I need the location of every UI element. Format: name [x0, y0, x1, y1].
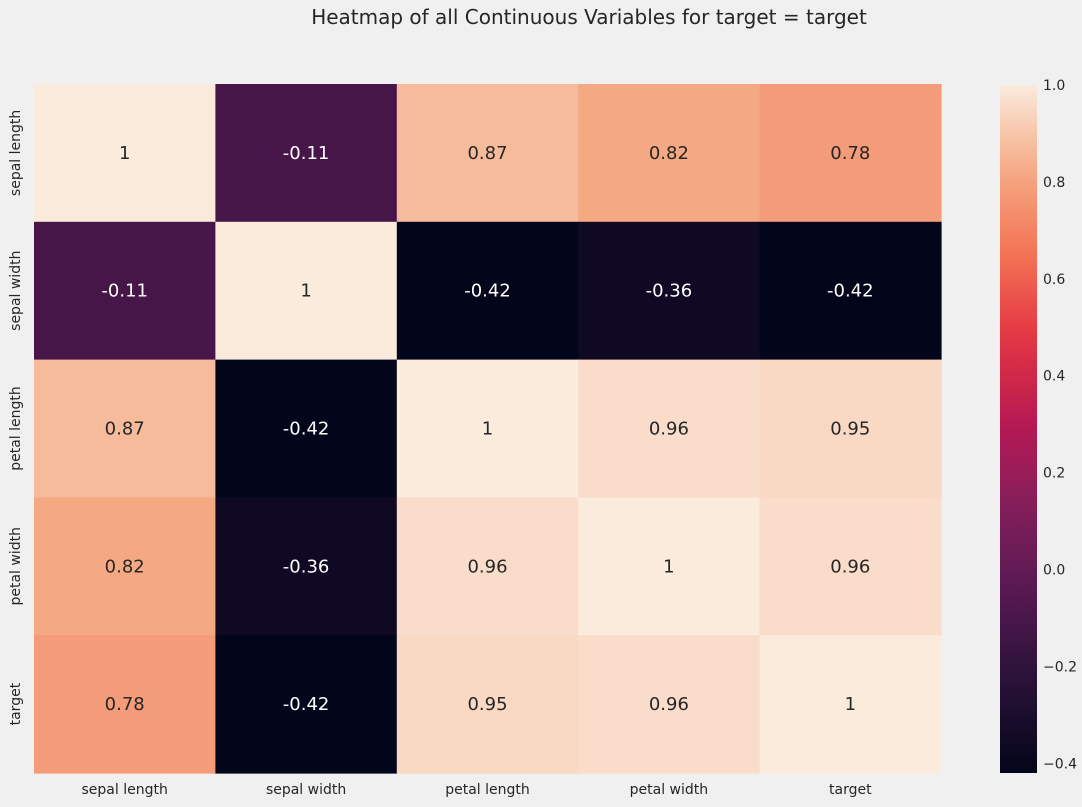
- heatmap-annotations: 1 -0.11 0.87 0.82 0.78 -0.11 1 -0.42 -0.36 -0.42 0…: [101, 143, 873, 715]
- heatmap-cell: [396, 84, 579, 223]
- cell-annotation: 1: [119, 143, 130, 164]
- cell-annotation: -0.11: [283, 143, 330, 164]
- heatmap-cell: [34, 497, 216, 636]
- heatmap-cell: [215, 84, 398, 223]
- x-axis-tick-labels: sepal length sepal width petal length petal…: [82, 782, 873, 798]
- heatmap-cell: [34, 359, 216, 498]
- cell-annotation: -0.36: [646, 281, 693, 302]
- cell-annotation: 0.96: [467, 556, 507, 577]
- y-tick-label: sepal length: [8, 110, 24, 196]
- colorbar-tick-label: 0.8: [1043, 175, 1065, 191]
- colorbar: [1000, 85, 1037, 773]
- heatmap-cell: [396, 359, 579, 498]
- cell-annotation: -0.42: [283, 419, 330, 440]
- x-tick-label: petal length: [445, 782, 530, 798]
- colorbar-tick-labels: −0.4 −0.2 0.0 0.2 0.4 0.6 0.8 1.0: [1043, 78, 1077, 772]
- cell-annotation: 0.82: [105, 556, 145, 577]
- cell-annotation: 1: [663, 556, 674, 577]
- heatmap-cell: [578, 635, 761, 774]
- cell-annotation: 1: [845, 694, 856, 715]
- heatmap-cell: [578, 84, 761, 223]
- heatmap-cell: [578, 497, 761, 636]
- heatmap-cell: [578, 359, 761, 498]
- y-tick-label: petal width: [8, 527, 24, 606]
- heatmap-cell: [34, 221, 216, 361]
- chart-title: Heatmap of all Continuous Variables for …: [311, 5, 867, 29]
- heatmap-cell: [396, 221, 579, 361]
- heatmap-cell: [34, 84, 216, 223]
- cell-annotation: 0.96: [649, 694, 689, 715]
- heatmap-cell: [578, 221, 761, 361]
- cell-annotation: -0.36: [283, 556, 330, 577]
- colorbar-tick-label: 1.0: [1043, 78, 1065, 94]
- cell-annotation: 0.78: [105, 694, 145, 715]
- cell-annotation: 0.82: [649, 143, 689, 164]
- y-axis-tick-labels: sepal length sepal width petal length petal…: [8, 110, 24, 726]
- heatmap-cell: [759, 359, 942, 498]
- colorbar-tick-label: 0.0: [1043, 563, 1065, 579]
- cell-annotation: 0.96: [649, 419, 689, 440]
- x-tick-label: target: [829, 782, 872, 798]
- heatmap-cell: [759, 635, 942, 774]
- heatmap-cell: [215, 497, 398, 636]
- x-tick-label: sepal width: [266, 782, 346, 798]
- cell-annotation: 0.87: [467, 143, 507, 164]
- colorbar-tick-label: −0.4: [1043, 756, 1077, 772]
- cell-annotation: 1: [482, 419, 493, 440]
- cell-annotation: 0.96: [830, 556, 870, 577]
- cell-annotation: -0.11: [101, 281, 148, 302]
- heatmap-cell: [34, 635, 216, 774]
- heatmap-cell: [759, 221, 942, 361]
- colorbar-tick-label: 0.4: [1043, 369, 1065, 385]
- cell-annotation: -0.42: [283, 694, 330, 715]
- x-tick-label: petal width: [630, 782, 709, 798]
- heatmap-cell: [215, 635, 398, 774]
- y-tick-label: sepal width: [8, 251, 24, 331]
- y-tick-label: target: [8, 682, 24, 725]
- colorbar-tick-label: −0.2: [1043, 659, 1077, 675]
- heatmap-cell: [396, 497, 579, 636]
- cell-annotation: -0.42: [827, 281, 874, 302]
- heatmap-cell: [759, 84, 942, 223]
- heatmap-cells: [34, 84, 942, 774]
- colorbar-tick-label: 0.6: [1043, 272, 1065, 288]
- cell-annotation: -0.42: [464, 281, 511, 302]
- heatmap-cell: [215, 359, 398, 498]
- cell-annotation: 1: [300, 281, 311, 302]
- y-tick-label: petal length: [8, 386, 24, 471]
- x-tick-label: sepal length: [82, 782, 168, 798]
- cell-annotation: 0.95: [467, 694, 507, 715]
- heatmap-cell: [215, 221, 398, 361]
- cell-annotation: 0.87: [105, 419, 145, 440]
- heatmap-cell: [396, 635, 579, 774]
- cell-annotation: 0.95: [830, 419, 870, 440]
- colorbar-tick-label: 0.2: [1043, 466, 1065, 482]
- cell-annotation: 0.78: [830, 143, 870, 164]
- heatmap-cell: [759, 497, 942, 636]
